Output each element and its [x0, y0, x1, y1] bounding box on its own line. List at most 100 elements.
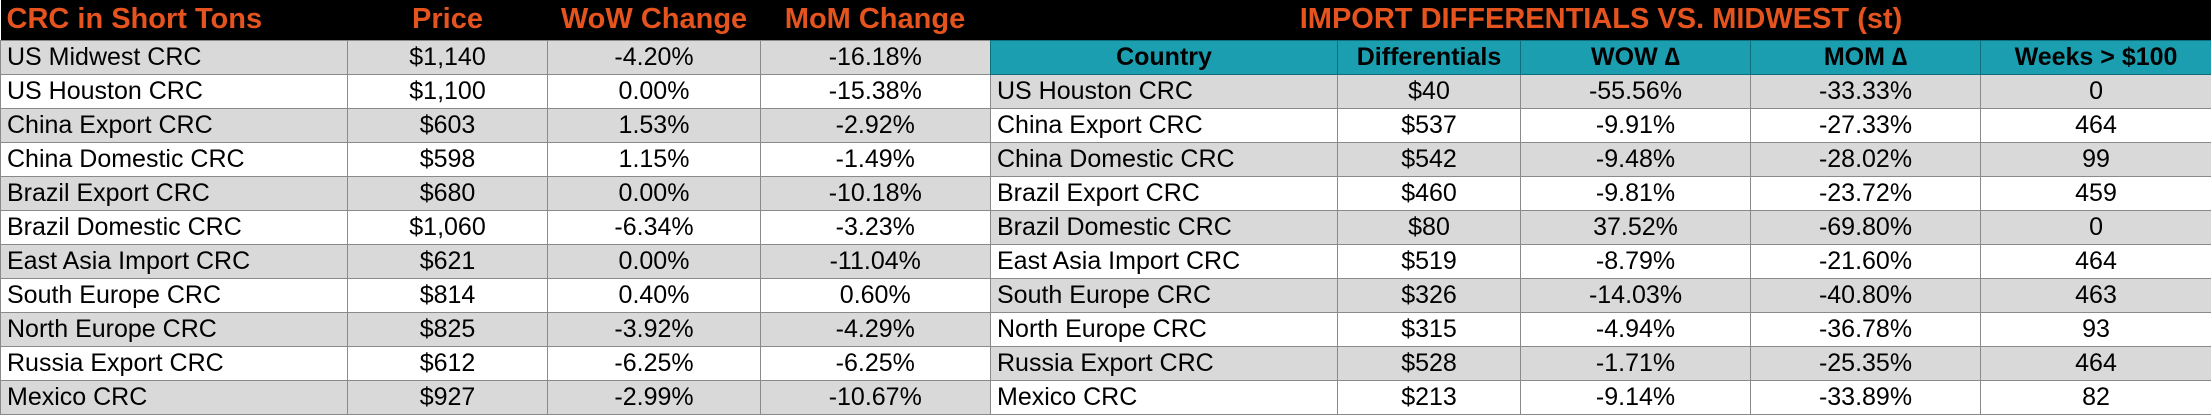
mom-value: -21.60% [1750, 243, 1981, 279]
country-name: East Asia Import CRC [990, 243, 1338, 279]
weeks-value: 464 [1979, 243, 2211, 279]
wow-value: -14.03% [1520, 277, 1751, 313]
mom-value: -3.23% [760, 209, 992, 245]
wow-value: -9.14% [1520, 379, 1751, 415]
price-value: $621 [347, 243, 548, 279]
mom-value: -10.67% [760, 379, 992, 415]
weeks-value: 99 [1979, 141, 2211, 177]
country-name: South Europe CRC [990, 277, 1338, 313]
table-row: Mexico CRC $927 -2.99% -10.67% [0, 379, 992, 415]
price-value: $825 [347, 311, 548, 347]
table-row: US Houston CRC $1,100 0.00% -15.38% [0, 73, 992, 109]
country-name: China Export CRC [990, 107, 1338, 143]
header-country: Country [990, 39, 1338, 75]
price-value: $603 [347, 107, 548, 143]
wow-value: 1.15% [547, 141, 761, 177]
table-row: Brazil Export CRC $460 -9.81% -23.72% 45… [990, 175, 2211, 211]
product-name: US Midwest CRC [0, 39, 348, 75]
crc-price-header-row: CRC in Short Tons Price WoW Change MoM C… [0, 0, 992, 40]
table-row: Russia Export CRC $612 -6.25% -6.25% [0, 345, 992, 381]
mom-value: -33.33% [1750, 73, 1981, 109]
table-row: China Export CRC $603 1.53% -2.92% [0, 107, 992, 143]
weeks-value: 459 [1979, 175, 2211, 211]
country-name: US Houston CRC [990, 73, 1338, 109]
price-value: $927 [347, 379, 548, 415]
price-value: $1,140 [347, 39, 548, 75]
weeks-value: 0 [1979, 73, 2211, 109]
price-value: $612 [347, 345, 548, 381]
mom-value: -36.78% [1750, 311, 1981, 347]
country-name: Brazil Export CRC [990, 175, 1338, 211]
wow-value: -6.34% [547, 209, 761, 245]
weeks-value: 93 [1979, 311, 2211, 347]
table-row: South Europe CRC $814 0.40% 0.60% [0, 277, 992, 313]
weeks-value: 464 [1979, 345, 2211, 381]
country-name: Mexico CRC [990, 379, 1338, 415]
table-row: South Europe CRC $326 -14.03% -40.80% 46… [990, 277, 2211, 313]
mom-value: 0.60% [760, 277, 992, 313]
wow-value: 0.00% [547, 243, 761, 279]
header-wow-delta: WOW ∆ [1520, 39, 1751, 75]
mom-value: -2.92% [760, 107, 992, 143]
product-name: China Domestic CRC [0, 141, 348, 177]
weeks-value: 463 [1979, 277, 2211, 313]
differential-value: $326 [1337, 277, 1521, 313]
mom-value: -28.02% [1750, 141, 1981, 177]
country-name: Brazil Domestic CRC [990, 209, 1338, 245]
mom-value: -40.80% [1750, 277, 1981, 313]
country-name: Russia Export CRC [990, 345, 1338, 381]
mom-value: -10.18% [760, 175, 992, 211]
table-row: North Europe CRC $825 -3.92% -4.29% [0, 311, 992, 347]
wow-value: -55.56% [1520, 73, 1751, 109]
table-row: North Europe CRC $315 -4.94% -36.78% 93 [990, 311, 2211, 347]
differential-value: $315 [1337, 311, 1521, 347]
product-name: Mexico CRC [0, 379, 348, 415]
mom-value: -23.72% [1750, 175, 1981, 211]
table-row: China Domestic CRC $542 -9.48% -28.02% 9… [990, 141, 2211, 177]
price-value: $680 [347, 175, 548, 211]
mom-value: -15.38% [760, 73, 992, 109]
differentials-title: IMPORT DIFFERENTIALS VS. MIDWEST (st) [990, 0, 2211, 40]
table-row: Russia Export CRC $528 -1.71% -25.35% 46… [990, 345, 2211, 381]
header-price: Price [347, 0, 548, 40]
differentials-header-row: Country Differentials WOW ∆ MOM ∆ Weeks … [990, 39, 2211, 75]
mom-value: -33.89% [1750, 379, 1981, 415]
weeks-value: 464 [1979, 107, 2211, 143]
header-mom-delta: MOM ∆ [1750, 39, 1981, 75]
table-row: Brazil Export CRC $680 0.00% -10.18% [0, 175, 992, 211]
wow-value: -9.48% [1520, 141, 1751, 177]
wow-value: -4.20% [547, 39, 761, 75]
product-name: Brazil Export CRC [0, 175, 348, 211]
mom-value: -6.25% [760, 345, 992, 381]
table-row: East Asia Import CRC $621 0.00% -11.04% [0, 243, 992, 279]
wow-value: 0.40% [547, 277, 761, 313]
country-name: North Europe CRC [990, 311, 1338, 347]
product-name: East Asia Import CRC [0, 243, 348, 279]
differentials-title-row: IMPORT DIFFERENTIALS VS. MIDWEST (st) [990, 0, 2211, 40]
mom-value: -16.18% [760, 39, 992, 75]
product-name: North Europe CRC [0, 311, 348, 347]
wow-value: -2.99% [547, 379, 761, 415]
header-mom-change: MoM Change [760, 0, 992, 40]
table-row: Mexico CRC $213 -9.14% -33.89% 82 [990, 379, 2211, 415]
wow-value: 37.52% [1520, 209, 1751, 245]
weeks-value: 82 [1979, 379, 2211, 415]
header-wow-change: WoW Change [547, 0, 761, 40]
mom-value: -25.35% [1750, 345, 1981, 381]
differential-value: $40 [1337, 73, 1521, 109]
wow-value: -9.91% [1520, 107, 1751, 143]
table-row: Brazil Domestic CRC $80 37.52% -69.80% 0 [990, 209, 2211, 245]
wow-value: -8.79% [1520, 243, 1751, 279]
table-row: East Asia Import CRC $519 -8.79% -21.60%… [990, 243, 2211, 279]
differential-value: $80 [1337, 209, 1521, 245]
mom-value: -69.80% [1750, 209, 1981, 245]
header-differentials: Differentials [1337, 39, 1521, 75]
wow-value: -3.92% [547, 311, 761, 347]
table-row: US Midwest CRC $1,140 -4.20% -16.18% [0, 39, 992, 75]
differential-value: $460 [1337, 175, 1521, 211]
price-value: $598 [347, 141, 548, 177]
product-name: Brazil Domestic CRC [0, 209, 348, 245]
mom-value: -27.33% [1750, 107, 1981, 143]
weeks-value: 0 [1979, 209, 2211, 245]
product-name: South Europe CRC [0, 277, 348, 313]
